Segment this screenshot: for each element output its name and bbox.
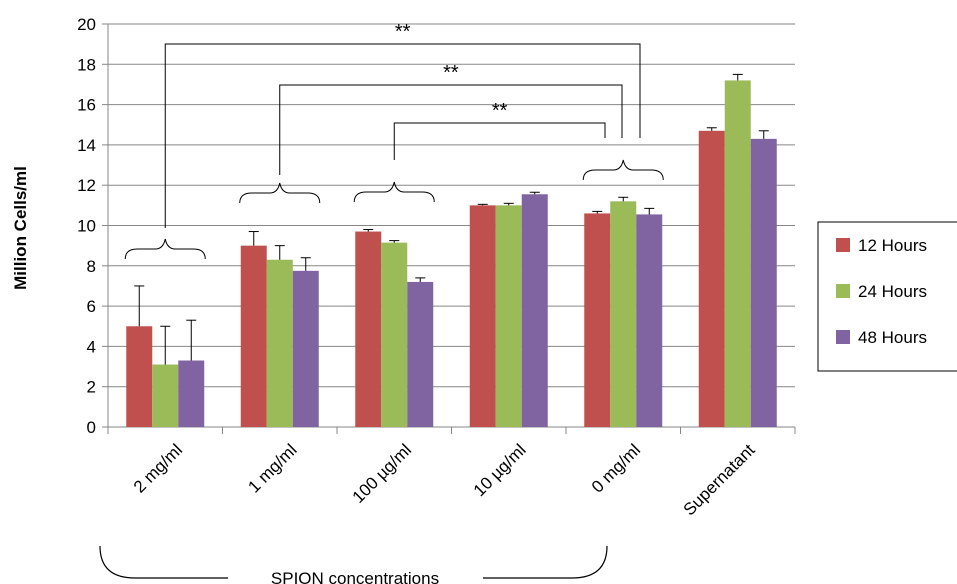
x-tick-label: 10 µg/ml xyxy=(470,440,530,500)
bar xyxy=(724,80,751,428)
x-tick-labels: 2 mg/ml 1 mg/ml 100 µg/ml 10 µg/ml 0 mg/ml Su… xyxy=(130,440,759,519)
significance-label: ** xyxy=(492,100,508,122)
x-tick-label: Supernatant xyxy=(680,440,759,519)
bar xyxy=(152,364,179,427)
legend-label: 48 Hours xyxy=(858,328,927,347)
legend-swatch xyxy=(836,238,850,252)
bar xyxy=(636,214,663,427)
significance-bracket xyxy=(279,84,623,175)
bar xyxy=(126,326,153,427)
curly-brace xyxy=(353,181,435,203)
bar xyxy=(178,360,205,427)
axes xyxy=(102,23,796,434)
y-tick-label: 4 xyxy=(87,337,96,356)
bar xyxy=(240,245,267,427)
y-tick-label: 14 xyxy=(77,136,96,155)
curly-brace xyxy=(124,238,206,260)
y-tick-label: 2 xyxy=(87,378,96,397)
gridlines xyxy=(108,23,795,388)
curly-brace xyxy=(582,159,664,181)
bar xyxy=(521,194,548,427)
significance-bracket xyxy=(393,122,606,160)
bar xyxy=(266,259,293,427)
bars xyxy=(126,80,777,428)
significance-label: ** xyxy=(395,21,411,43)
group-brace-left xyxy=(99,545,228,579)
x-tick-label: 1 mg/ml xyxy=(244,440,300,496)
legend-label: 24 Hours xyxy=(858,282,927,301)
significance-bracket xyxy=(164,43,641,228)
significance-label: ** xyxy=(443,62,459,84)
x-tick-label: 100 µg/ml xyxy=(349,440,415,506)
group-brace-right xyxy=(483,545,608,579)
group-label: SPION concentrations xyxy=(271,569,439,584)
bar xyxy=(495,205,522,427)
legend-label: 12 Hours xyxy=(858,236,927,255)
significance-annotations: ** ** ** xyxy=(124,21,664,260)
y-tick-label: 6 xyxy=(87,297,96,316)
bar xyxy=(698,130,725,428)
bar xyxy=(469,205,496,427)
curly-brace xyxy=(239,182,321,204)
bar xyxy=(750,138,777,428)
bar xyxy=(407,281,434,427)
error-bars xyxy=(134,73,769,365)
bar xyxy=(610,201,637,427)
y-tick-label: 20 xyxy=(77,15,96,34)
y-tick-label: 10 xyxy=(77,217,96,236)
y-tick-label: 16 xyxy=(77,96,96,115)
x-tick-label: 0 mg/ml xyxy=(588,440,644,496)
y-tick-label: 0 xyxy=(87,418,96,437)
legend-swatch xyxy=(836,284,850,298)
bar xyxy=(584,213,611,427)
y-tick-label: 18 xyxy=(77,55,96,74)
legend-swatch xyxy=(836,330,850,344)
bar xyxy=(381,242,408,427)
y-tick-labels: 0 2 4 6 8 10 12 14 16 18 20 xyxy=(77,15,96,437)
legend: 12 Hours 24 Hours 48 Hours xyxy=(817,221,957,372)
y-tick-label: 12 xyxy=(77,176,96,195)
y-axis-label: Million Cells/ml xyxy=(11,166,30,290)
bar xyxy=(292,270,319,427)
x-tick-label: 2 mg/ml xyxy=(130,440,186,496)
y-tick-label: 8 xyxy=(87,257,96,276)
bar xyxy=(355,231,382,427)
group-bracket: SPION concentrations xyxy=(99,545,608,584)
